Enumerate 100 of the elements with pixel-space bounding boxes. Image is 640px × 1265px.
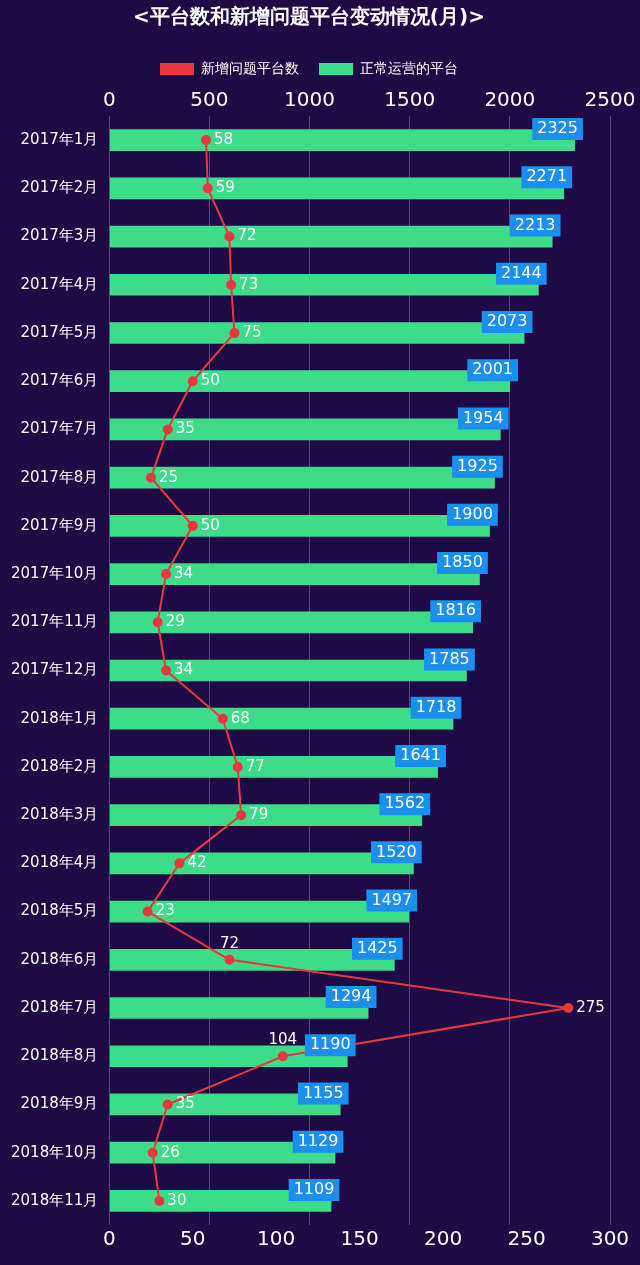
data-label: 1520 bbox=[375, 841, 417, 861]
point bbox=[224, 231, 235, 242]
point bbox=[145, 472, 156, 483]
y-tick-label: 2018年7月 bbox=[20, 997, 99, 1016]
point bbox=[236, 810, 247, 821]
point bbox=[232, 761, 243, 772]
data-label: 23 bbox=[155, 901, 175, 920]
data-label: 1425 bbox=[356, 937, 398, 957]
y-tick-label: 2017年12月 bbox=[11, 660, 99, 679]
point bbox=[161, 569, 172, 580]
data-label: 2144 bbox=[500, 262, 542, 282]
point bbox=[152, 617, 163, 628]
data-label: 59 bbox=[215, 178, 235, 197]
x-tick-label: 200 bbox=[423, 1226, 463, 1251]
y-tick-label: 2018年2月 bbox=[20, 756, 99, 775]
data-label: 1641 bbox=[400, 745, 441, 765]
y-tick-label: 2017年10月 bbox=[11, 563, 99, 582]
data-label: 1816 bbox=[435, 600, 476, 620]
y-tick-label: 2018年6月 bbox=[20, 949, 99, 968]
x2-tick-label: 1500 bbox=[384, 87, 436, 112]
data-label: 2271 bbox=[526, 166, 568, 186]
point bbox=[154, 1195, 165, 1206]
data-label: 1129 bbox=[297, 1130, 339, 1150]
y-tick-label: 2018年3月 bbox=[20, 805, 99, 824]
data-label: 35 bbox=[175, 1094, 195, 1113]
data-label: 1190 bbox=[309, 1034, 351, 1054]
point bbox=[224, 954, 235, 965]
point bbox=[202, 183, 213, 194]
data-label: 68 bbox=[230, 708, 250, 727]
data-label: 75 bbox=[242, 322, 262, 341]
chart-title: <平台数和新增问题平台变动情况(月)> bbox=[133, 4, 485, 29]
data-label: 1925 bbox=[457, 455, 498, 475]
y-tick-label: 2017年6月 bbox=[20, 371, 99, 390]
y-tick-label: 2017年5月 bbox=[20, 322, 99, 341]
point bbox=[563, 1003, 574, 1014]
x-tick-label: 0 bbox=[102, 1226, 116, 1251]
y-tick-label: 2017年2月 bbox=[20, 178, 99, 197]
data-label: 1155 bbox=[302, 1082, 344, 1102]
x-tick-label: 300 bbox=[590, 1226, 630, 1251]
y-tick-label: 2017年1月 bbox=[20, 130, 99, 148]
data-label: 29 bbox=[165, 612, 185, 631]
data-label: 2001 bbox=[472, 359, 514, 379]
data-label: 1900 bbox=[452, 504, 493, 523]
data-label: 72 bbox=[219, 933, 239, 952]
data-label: 73 bbox=[239, 274, 259, 293]
point bbox=[277, 1051, 288, 1062]
y-tick-label: 2017年7月 bbox=[20, 419, 99, 438]
point bbox=[187, 520, 198, 531]
x-tick-label: 250 bbox=[507, 1226, 546, 1251]
data-label: 2073 bbox=[486, 311, 528, 331]
point bbox=[161, 665, 172, 676]
data-label: 1850 bbox=[442, 552, 483, 572]
data-label: 1785 bbox=[429, 648, 470, 668]
x2-tick-label: 500 bbox=[190, 87, 229, 112]
data-label: 50 bbox=[200, 371, 220, 390]
point bbox=[174, 858, 185, 869]
data-label: 42 bbox=[187, 853, 207, 872]
point bbox=[162, 1099, 173, 1110]
x-tick-label: 100 bbox=[257, 1226, 296, 1251]
y-tick-label: 2017年8月 bbox=[20, 467, 99, 486]
data-label: 104 bbox=[268, 1030, 298, 1049]
data-label: 275 bbox=[576, 997, 605, 1016]
data-label: 30 bbox=[167, 1190, 187, 1209]
data-label: 34 bbox=[174, 563, 194, 582]
y-tick-label: 2018年9月 bbox=[20, 1094, 99, 1113]
legend-label: 正常运营的平台 bbox=[360, 59, 458, 76]
data-label: 1109 bbox=[293, 1179, 335, 1199]
x-tick-label: 150 bbox=[340, 1226, 379, 1251]
y-tick-label: 2017年11月 bbox=[11, 612, 99, 631]
x2-tick-label: 2000 bbox=[484, 87, 536, 112]
data-label: 58 bbox=[214, 130, 234, 148]
y-tick-label: 2018年5月 bbox=[20, 901, 99, 920]
y-tick-label: 2017年4月 bbox=[20, 274, 99, 293]
point bbox=[187, 376, 198, 387]
data-label: 26 bbox=[160, 1142, 180, 1161]
data-label: 1497 bbox=[371, 889, 413, 909]
data-label: 1718 bbox=[415, 696, 457, 716]
y-tick-label: 2018年11月 bbox=[11, 1190, 99, 1209]
y-tick-label: 2017年9月 bbox=[20, 515, 99, 534]
data-label: 77 bbox=[245, 756, 265, 775]
data-label: 1294 bbox=[330, 986, 372, 1006]
data-label: 72 bbox=[237, 226, 257, 245]
data-label: 2325 bbox=[537, 118, 578, 138]
point bbox=[147, 1147, 158, 1158]
data-label: 35 bbox=[175, 419, 195, 438]
data-label: 1562 bbox=[384, 793, 426, 813]
point bbox=[162, 424, 173, 435]
legend-label: 新增问题平台数 bbox=[201, 59, 299, 76]
x-tick-label: 50 bbox=[179, 1226, 206, 1251]
y-tick-label: 2017年3月 bbox=[20, 226, 99, 245]
y-tick-label: 2018年8月 bbox=[20, 1046, 99, 1065]
y-tick-label: 2018年10月 bbox=[11, 1142, 99, 1161]
y-tick-label: 2018年4月 bbox=[20, 853, 99, 872]
data-label: 25 bbox=[158, 467, 179, 486]
point bbox=[142, 906, 153, 917]
data-label: 79 bbox=[249, 805, 269, 824]
x2-tick-label: 0 bbox=[102, 87, 116, 112]
point bbox=[217, 713, 228, 724]
data-label: 2213 bbox=[514, 214, 556, 234]
point bbox=[226, 279, 237, 290]
